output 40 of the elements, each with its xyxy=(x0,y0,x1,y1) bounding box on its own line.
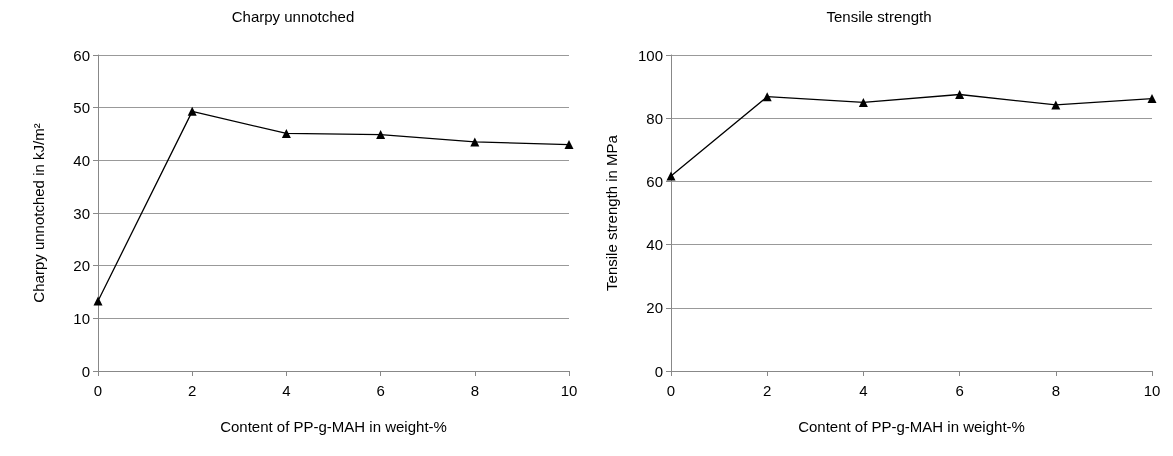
y-tick-label: 100 xyxy=(637,46,663,64)
y-tick-label: 50 xyxy=(73,99,90,117)
x-tick-label: 2 xyxy=(763,382,772,399)
point xyxy=(666,171,676,181)
x-tick-label: 0 xyxy=(93,382,103,399)
y-tick-label: 0 xyxy=(654,362,663,380)
y-tick-label: 60 xyxy=(646,172,663,190)
x-tick-label: 10 xyxy=(560,382,578,399)
x-axis-title: Content of PP-g-MAH in weight-% xyxy=(798,418,1025,435)
point xyxy=(1147,94,1157,104)
point xyxy=(93,296,103,306)
x-axis-title: Content of PP-g-MAH in weight-% xyxy=(220,418,447,435)
point xyxy=(281,128,291,138)
y-tick-label: 20 xyxy=(646,299,663,317)
x-tick-label: 6 xyxy=(376,382,385,399)
y-tick-label: 40 xyxy=(646,236,663,254)
point xyxy=(187,106,197,116)
y-axis-title: Tensile strength in MPa xyxy=(603,134,620,291)
y-tick-label: 60 xyxy=(73,46,90,64)
x-tick-label: 6 xyxy=(955,382,964,399)
y-tick-label: 80 xyxy=(646,109,663,127)
y-tick-label: 10 xyxy=(73,309,90,327)
x-tick-label: 2 xyxy=(188,382,197,399)
x-tick-label: 0 xyxy=(666,382,676,399)
x-tick-label: 4 xyxy=(282,382,291,399)
chart-title: Tensile strength xyxy=(826,8,932,25)
x-tick-label: 4 xyxy=(859,382,868,399)
y-tick-label: 40 xyxy=(73,151,90,169)
x-tick-label: 8 xyxy=(470,382,479,399)
chart-title: Charpy unnotched xyxy=(231,8,355,25)
point xyxy=(858,97,868,107)
point xyxy=(376,130,386,140)
y-tick-label: 20 xyxy=(73,257,90,275)
point xyxy=(955,90,965,99)
y-tick-label: 0 xyxy=(81,362,90,380)
y-axis-title: Charpy unnotched in kJ/m² xyxy=(30,123,47,303)
x-tick-label: 10 xyxy=(1143,382,1161,399)
y-tick-label: 30 xyxy=(73,204,90,222)
x-tick-label: 8 xyxy=(1051,382,1060,399)
point xyxy=(564,140,574,150)
